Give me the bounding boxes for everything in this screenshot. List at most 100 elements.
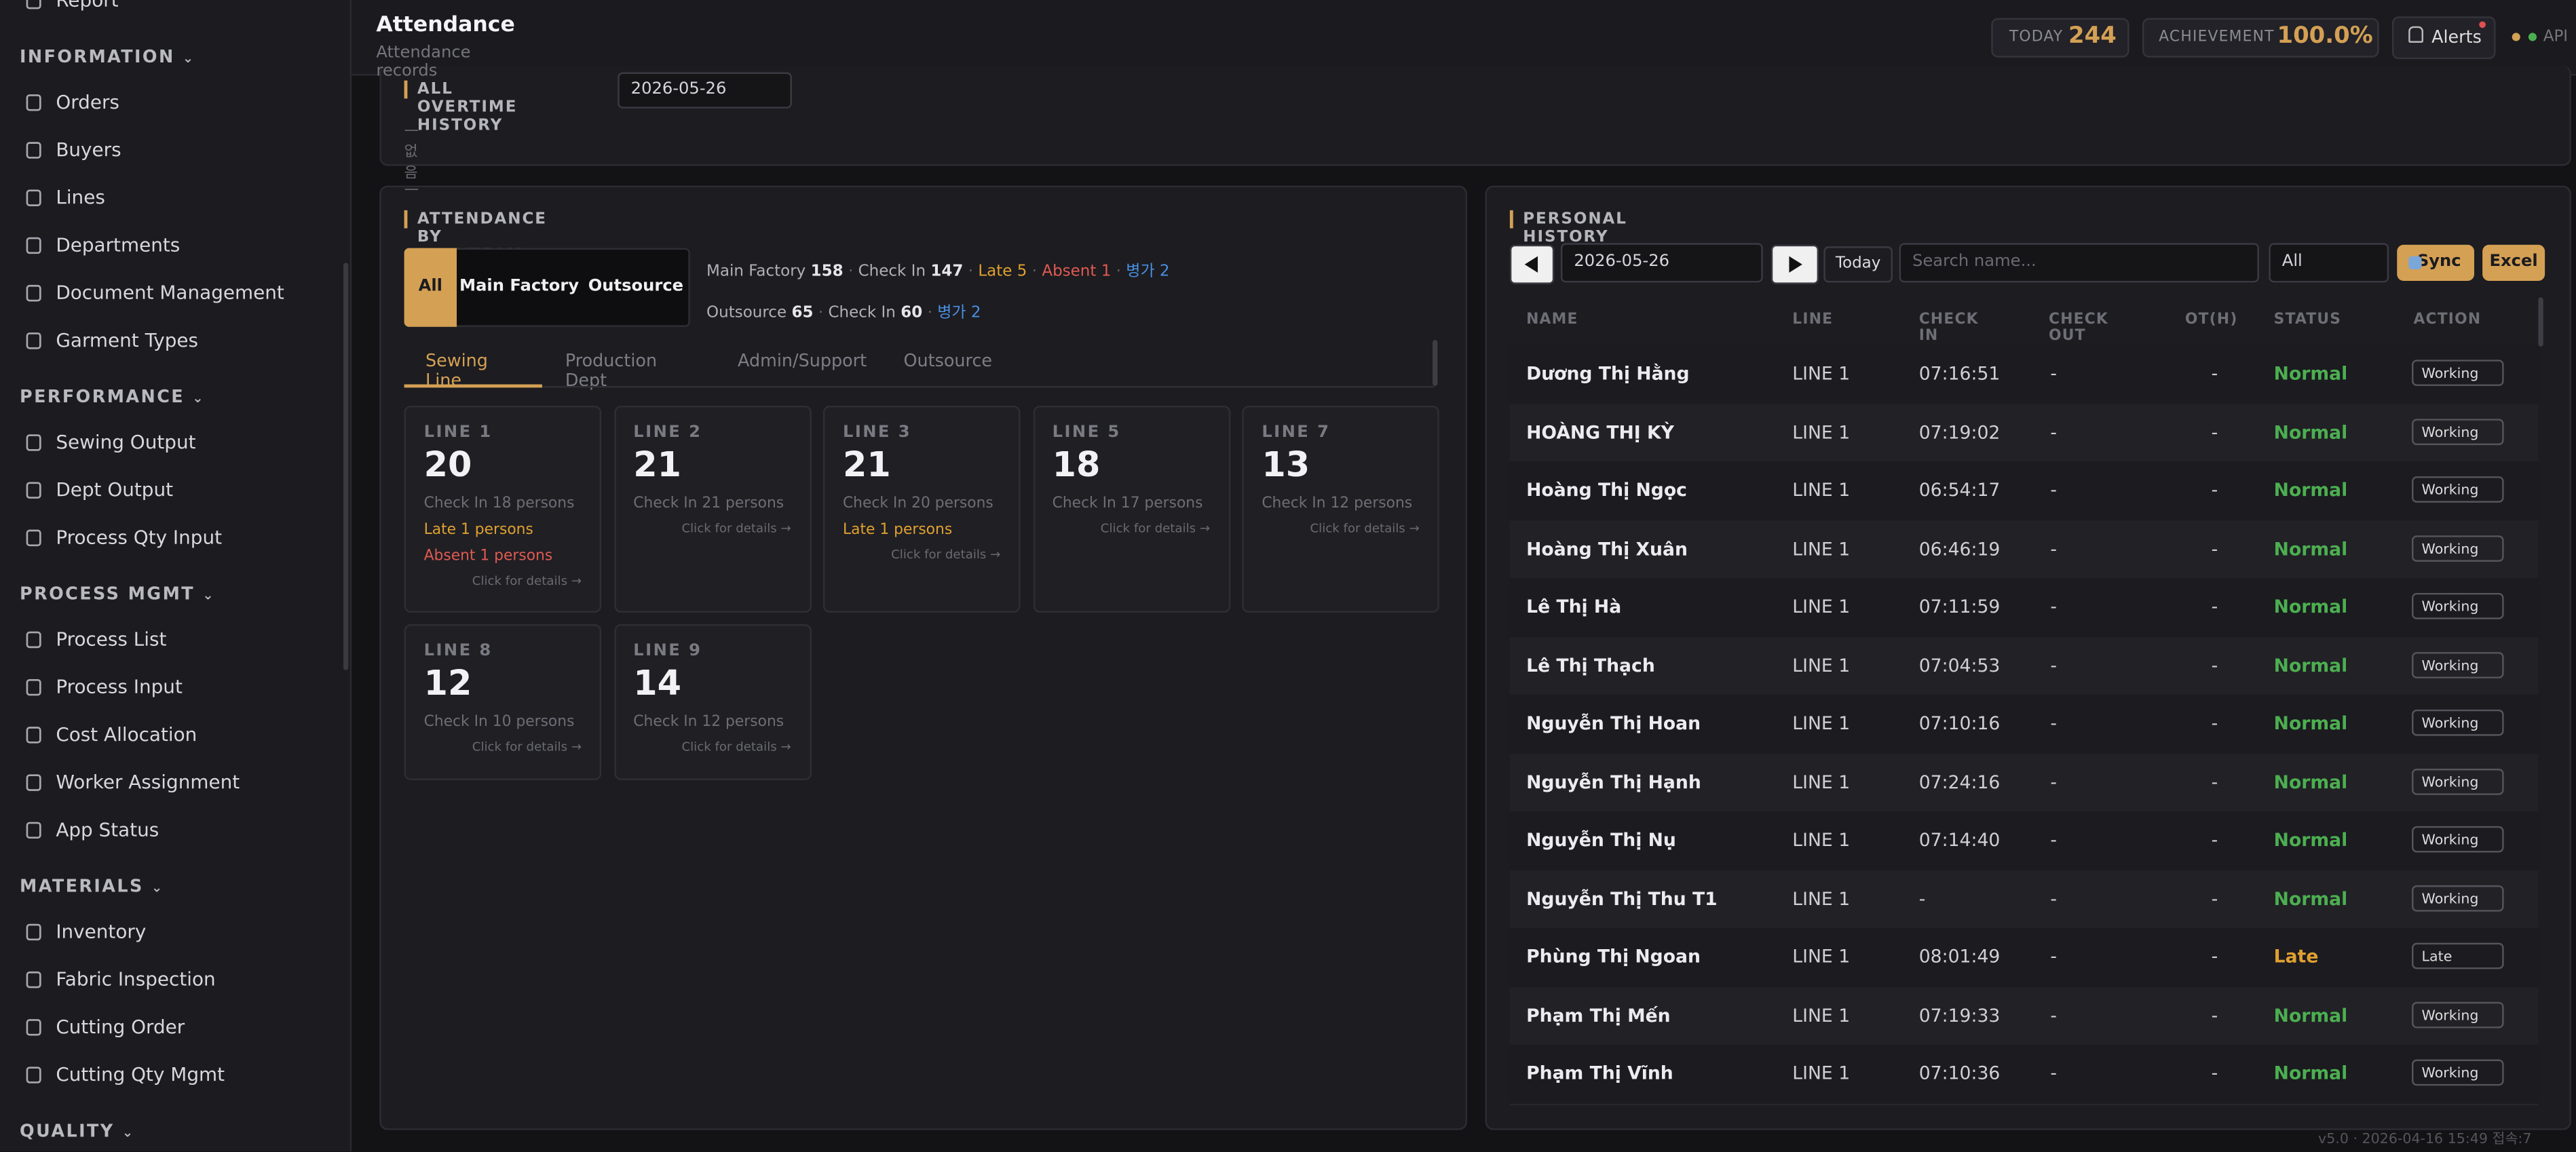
card-count: 12: [423, 664, 472, 704]
status-select[interactable]: All: [2269, 243, 2389, 283]
action-select[interactable]: Working: [2412, 1059, 2504, 1086]
line-card[interactable]: LINE 2 21 Check In 21 persons Click for det…: [613, 405, 811, 613]
nav-item[interactable]: Process Input: [0, 664, 350, 711]
nav-section[interactable]: PERFORMANCE ⌄: [20, 387, 206, 408]
table-cell: -: [2050, 771, 2058, 793]
card-name: LINE 9: [633, 642, 702, 661]
table-cell: -: [2211, 596, 2218, 618]
table-cell: LINE 1: [1792, 946, 1851, 967]
tab[interactable]: Production Dept: [565, 351, 658, 391]
nav-section[interactable]: PROCESS MGMT ⌄: [20, 584, 215, 604]
tab[interactable]: Admin/Support: [738, 351, 867, 372]
table-cell: -: [2050, 654, 2058, 676]
column-header: ACTION: [2413, 311, 2482, 329]
card-absent: Absent 1 persons: [423, 548, 553, 565]
nav-item[interactable]: Departments: [0, 222, 350, 269]
nav-item[interactable]: Fabric Inspection: [0, 956, 350, 1003]
table-row: Phạm Thị Vĩnh LINE 1 07:10:36 - - Normal Worki…: [1509, 1044, 2539, 1105]
action-select[interactable]: Working: [2412, 592, 2504, 619]
table-cell: Nguyễn Thị Hạnh: [1526, 771, 1701, 793]
card-check-in: Check In 18 persons: [423, 496, 575, 513]
action-select[interactable]: Working: [2412, 884, 2504, 911]
nav-section-title: PERFORMANCE: [20, 387, 185, 408]
nav-item[interactable]: App Status: [0, 807, 350, 854]
search-input[interactable]: Search name...: [1899, 243, 2259, 283]
nav-item[interactable]: Process Qty Input: [0, 514, 350, 562]
card-name: LINE 8: [423, 642, 493, 661]
summary-label: Main Factory: [706, 263, 806, 281]
next-button[interactable]: [1770, 244, 1819, 284]
table-cell: LINE 1: [1792, 1004, 1851, 1026]
nav-item[interactable]: Lines: [0, 174, 350, 222]
action-select[interactable]: Working: [2412, 360, 2504, 386]
summary-value: 60: [901, 303, 923, 322]
table-cell: -: [2050, 537, 2058, 560]
nav-item[interactable]: Document Management: [0, 269, 350, 317]
summary-label: Outsource: [706, 303, 787, 322]
nav-item[interactable]: Orders: [0, 79, 350, 126]
filter-button[interactable]: All: [404, 248, 457, 327]
action-select[interactable]: Working: [2412, 418, 2504, 444]
line-card[interactable]: LINE 1 20 Check In 18 persons Late 1 person…: [404, 405, 602, 613]
sync-icon: [2408, 256, 2422, 270]
tab[interactable]: Outsource: [903, 351, 993, 372]
nav-section[interactable]: MATERIALS ⌄: [20, 877, 164, 897]
summary-line: Outsource 65 · Check In 60 · 병가 2: [706, 299, 981, 322]
table-cell: -: [2211, 421, 2218, 443]
nav-section[interactable]: INFORMATION ⌄: [20, 47, 195, 68]
action-select[interactable]: Working: [2412, 476, 2504, 503]
filter-button[interactable]: Outsource: [588, 277, 684, 296]
table-cell: Phạm Thị Vĩnh: [1526, 1062, 1673, 1084]
table-cell: Normal: [2273, 1004, 2348, 1026]
line-card[interactable]: LINE 9 14 Check In 12 persons Click for det…: [613, 623, 811, 780]
tab-border: [404, 385, 1435, 388]
nav-section[interactable]: QUALITY ⌄: [20, 1121, 135, 1142]
nav-item[interactable]: Worker Assignment: [0, 759, 350, 807]
card-link: Click for details →: [891, 547, 1001, 562]
line-card[interactable]: LINE 7 13 Check In 12 persons Click for det…: [1242, 405, 1439, 613]
table-cell: LINE 1: [1792, 887, 1851, 910]
nav-item[interactable]: Dept Output: [0, 467, 350, 514]
action-select[interactable]: Working: [2412, 651, 2504, 678]
nav-item[interactable]: Buyers: [0, 126, 350, 174]
action-select[interactable]: Working: [2412, 709, 2504, 736]
nav-item[interactable]: Cost Allocation: [0, 711, 350, 759]
line-card[interactable]: LINE 3 21 Check In 20 persons Late 1 person…: [822, 405, 1021, 613]
nav-item[interactable]: Process List: [0, 616, 350, 664]
table-cell: LINE 1: [1792, 596, 1851, 618]
nav-item[interactable]: Garment Types: [0, 317, 350, 364]
prev-button[interactable]: [1509, 244, 1555, 284]
line-card[interactable]: LINE 8 12 Check In 10 persons Click for det…: [404, 623, 602, 780]
alerts-icon: [2408, 26, 2423, 43]
personal-date: 2026-05-26: [1560, 243, 1763, 283]
nav-item[interactable]: Report: [0, 0, 350, 24]
table-cell: 07:11:59: [1918, 596, 2001, 618]
table-cell: Phạm Thị Mến: [1526, 1004, 1671, 1026]
line-card[interactable]: LINE 5 18 Check In 17 persons Click for det…: [1032, 405, 1230, 613]
achievement-box: [2142, 18, 2379, 58]
excel-button[interactable]: Excel: [2482, 244, 2545, 281]
nav-item[interactable]: Cutting Qty Mgmt: [0, 1051, 350, 1098]
action-select[interactable]: Working: [2412, 826, 2504, 853]
card-link: Click for details →: [472, 573, 582, 588]
today-button[interactable]: Today: [1823, 246, 1893, 283]
summary-label: Late 5: [978, 263, 1027, 281]
card-check-in: Check In 12 persons: [633, 714, 784, 731]
table-cell: Dương Thị Hằng: [1526, 363, 1690, 385]
action-select[interactable]: Late: [2412, 942, 2504, 969]
action-select[interactable]: Working: [2412, 535, 2504, 561]
table-cell: -: [2050, 946, 2058, 967]
card-check-in: Check In 17 persons: [1052, 496, 1203, 513]
nav-item[interactable]: Inventory: [0, 908, 350, 956]
table-row: Nguyễn Thị Nụ LINE 1 07:14:40 - - Normal Worki…: [1509, 811, 2539, 872]
filter-button[interactable]: Main Factory: [459, 277, 580, 296]
nav-item[interactable]: Cutting Order: [0, 1003, 350, 1051]
summary-value: 147: [930, 263, 964, 281]
table-row: Lê Thị Thạch LINE 1 07:04:53 - - Normal Workin…: [1509, 636, 2539, 697]
nav-item[interactable]: Sewing Output: [0, 419, 350, 466]
action-select[interactable]: Working: [2412, 1001, 2504, 1028]
action-select[interactable]: Working: [2412, 767, 2504, 794]
table-cell: 07:10:16: [1918, 712, 2001, 735]
card-name: LINE 5: [1052, 423, 1121, 442]
